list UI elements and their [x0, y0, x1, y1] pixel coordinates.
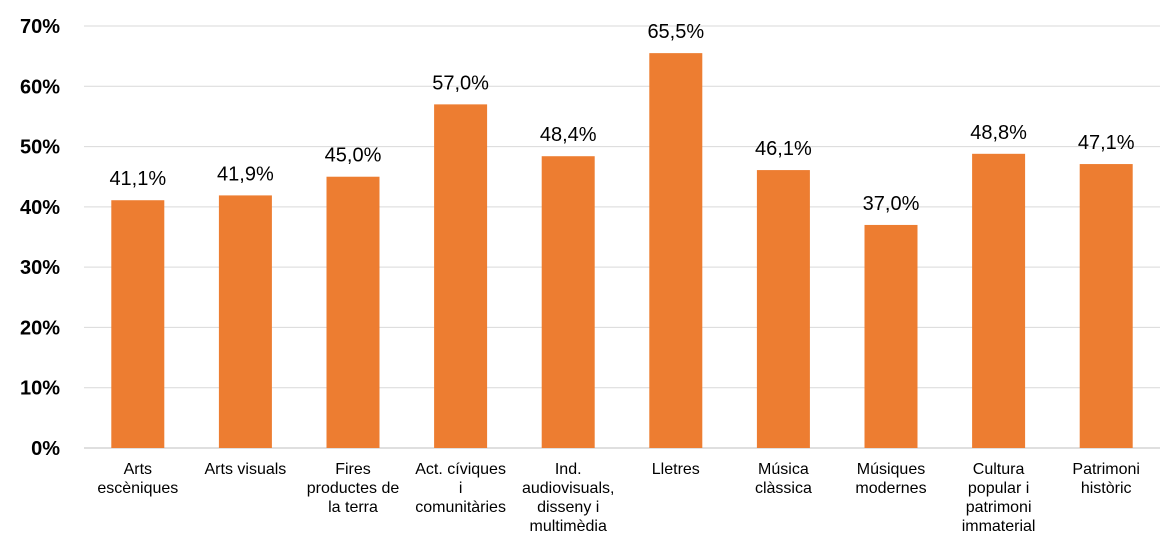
bar: [541, 156, 595, 448]
y-tick-label: 40%: [20, 197, 60, 219]
bar: [111, 200, 165, 448]
x-tick-label-line: popular i: [968, 480, 1029, 497]
x-tick-label-line: disseny i: [537, 499, 599, 516]
data-label: 57,0%: [432, 72, 489, 94]
x-tick-label-line: audiovisuals,: [522, 480, 615, 497]
data-label: 48,8%: [970, 122, 1027, 144]
x-tick-label-line: clàssica: [755, 480, 812, 497]
data-label: 65,5%: [647, 21, 704, 43]
bar: [1079, 164, 1133, 448]
y-tick-label: 50%: [20, 137, 60, 159]
bar: [326, 176, 380, 448]
y-tick-label: 10%: [20, 378, 60, 400]
x-tick-label: Patrimoni històric: [1072, 461, 1140, 497]
x-tick-label-line: Ind.: [555, 461, 582, 478]
bar: [649, 53, 703, 448]
x-tick-label: Arts visuals: [205, 461, 287, 478]
x-tick-label-line: productes de: [307, 480, 400, 497]
data-label: 37,0%: [863, 193, 920, 215]
x-tick-label-line: multimèdia: [530, 518, 607, 535]
y-tick-label: 0%: [31, 438, 60, 460]
bar: [218, 195, 272, 448]
y-tick-label: 30%: [20, 257, 60, 279]
x-tick-label: Cultura popular i patrimoni immaterial: [962, 461, 1036, 535]
y-tick-label: 70%: [20, 16, 60, 38]
x-tick-label-line: històric: [1081, 480, 1132, 497]
data-label: 41,9%: [217, 163, 274, 185]
x-tick-label-line: la terra: [328, 499, 378, 516]
x-tick-label: Act. cíviques i comunitàries: [415, 461, 506, 516]
x-tick-label-line: immaterial: [962, 518, 1036, 535]
y-tick-label: 20%: [20, 317, 60, 339]
bar: [434, 104, 488, 448]
x-tick-label-line: Arts visuals: [205, 461, 287, 478]
bar: [756, 170, 810, 448]
x-tick-label-line: Fires: [335, 461, 371, 478]
x-tick-label-line: comunitàries: [415, 499, 506, 516]
data-label: 41,1%: [109, 168, 166, 190]
x-tick-label: Músiques modernes: [855, 461, 926, 497]
x-tick-label: Arts escèniques: [97, 461, 178, 497]
x-tick-label-line: i: [459, 480, 463, 497]
x-tick-label-line: Act. cíviques: [415, 461, 506, 478]
data-label: 45,0%: [325, 145, 382, 167]
x-tick-label-line: Cultura: [973, 461, 1025, 478]
x-tick-label-line: Patrimoni: [1072, 461, 1140, 478]
x-tick-label-line: Músiques: [857, 461, 925, 478]
x-tick-label: Música clàssica: [755, 461, 812, 497]
data-label: 47,1%: [1078, 132, 1135, 154]
data-label: 46,1%: [755, 138, 812, 160]
x-tick-label-line: escèniques: [97, 480, 178, 497]
x-tick-label: Ind. audiovisuals, disseny i multimèdia: [522, 461, 615, 535]
x-tick-label: Lletres: [652, 461, 700, 478]
x-tick-label-line: modernes: [855, 480, 926, 497]
data-label: 48,4%: [540, 124, 597, 146]
x-tick-label-line: patrimoni: [966, 499, 1032, 516]
x-tick-label-line: Música: [758, 461, 809, 478]
x-tick-label-line: Arts: [124, 461, 152, 478]
bar: [972, 153, 1026, 448]
x-tick-label: Fires productes de la terra: [307, 461, 400, 516]
bar: [864, 224, 918, 448]
x-tick-label-line: Lletres: [652, 461, 700, 478]
y-tick-label: 60%: [20, 76, 60, 98]
